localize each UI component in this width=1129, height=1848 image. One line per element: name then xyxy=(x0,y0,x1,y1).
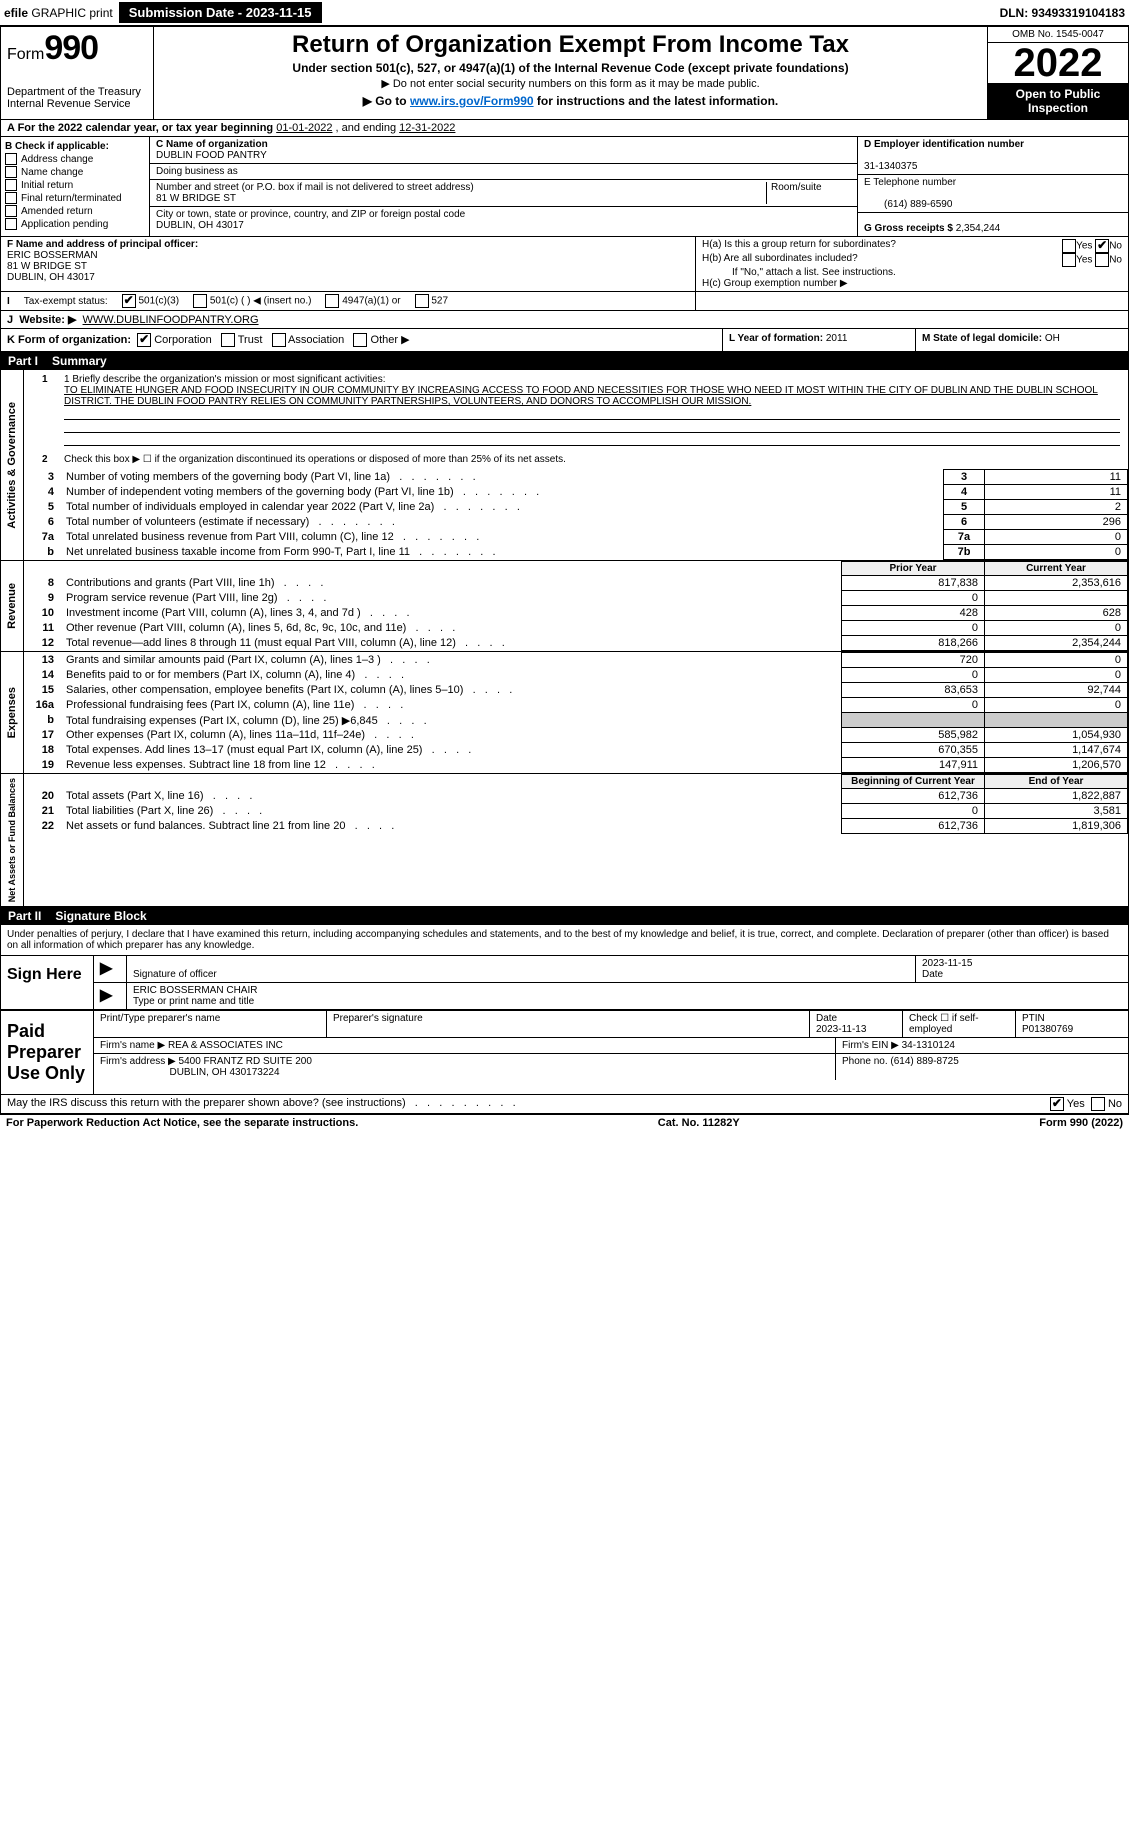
table-ag: 3Number of voting members of the governi… xyxy=(24,469,1128,560)
street-address: 81 W BRIDGE ST xyxy=(156,193,236,204)
city-state-zip: DUBLIN, OH 43017 xyxy=(156,220,244,231)
line-7b: bNet unrelated business taxable income f… xyxy=(24,545,1128,560)
form-title: Return of Organization Exempt From Incom… xyxy=(164,31,977,59)
part1-header: Part I Summary xyxy=(0,352,1129,370)
mission-text: TO ELIMINATE HUNGER AND FOOD INSECURITY … xyxy=(64,385,1098,407)
form-number: Form990 xyxy=(7,29,147,68)
side-label-rev: Revenue xyxy=(4,579,20,633)
form-header: Form990 Department of the Treasury Inter… xyxy=(0,26,1129,120)
penalties-text: Under penalties of perjury, I declare th… xyxy=(0,925,1129,956)
form-link-row: ▶ Go to www.irs.gov/Form990 for instruct… xyxy=(164,94,977,108)
col-b-header: B Check if applicable: xyxy=(5,141,145,152)
table-net: Beginning of Current YearEnd of Year 20T… xyxy=(24,774,1128,834)
cell-org-name: C Name of organization DUBLIN FOOD PANTR… xyxy=(150,137,857,164)
checkbox-initial-return[interactable]: Initial return xyxy=(5,179,145,191)
side-label-exp: Expenses xyxy=(4,683,20,742)
table-rev: Prior YearCurrent Year 8Contributions an… xyxy=(24,561,1128,651)
sign-here-label: Sign Here xyxy=(1,956,94,1009)
checkbox-application-pending[interactable]: Application pending xyxy=(5,218,145,230)
org-name: DUBLIN FOOD PANTRY xyxy=(156,150,267,161)
line-4: 4Number of independent voting members of… xyxy=(24,485,1128,500)
page-footer: For Paperwork Reduction Act Notice, see … xyxy=(0,1114,1129,1131)
cell-phone: E Telephone number (614) 889-6590 xyxy=(858,175,1128,213)
line1-mission: 1 1 Briefly describe the organization's … xyxy=(24,370,1128,450)
cell-gross: G Gross receipts $ 2,354,244 xyxy=(858,213,1128,236)
line-10: 10Investment income (Part VIII, column (… xyxy=(24,606,1128,621)
line-22: 22Net assets or fund balances. Subtract … xyxy=(24,819,1128,834)
line-20: 20Total assets (Part X, line 16) . . . .… xyxy=(24,789,1128,804)
checkbox-amended-return[interactable]: Amended return xyxy=(5,205,145,217)
cell-ein: D Employer identification number 31-1340… xyxy=(858,137,1128,175)
may-irs-row: May the IRS discuss this return with the… xyxy=(0,1095,1129,1114)
line-b: bTotal fundraising expenses (Part IX, co… xyxy=(24,713,1128,728)
table-exp: 13Grants and similar amounts paid (Part … xyxy=(24,652,1128,773)
dln-label: DLN: 93493319104183 xyxy=(1000,6,1125,20)
cell-street: Number and street (or P.O. box if mail i… xyxy=(150,180,857,207)
checkbox-name-change[interactable]: Name change xyxy=(5,166,145,178)
side-label-ag: Activities & Governance xyxy=(4,398,20,533)
checkbox-address-change[interactable]: Address change xyxy=(5,153,145,165)
line-8: 8Contributions and grants (Part VIII, li… xyxy=(24,576,1128,591)
line-21: 21Total liabilities (Part X, line 26) . … xyxy=(24,804,1128,819)
row-k-form-org: K Form of organization: Corporation Trus… xyxy=(1,329,722,351)
line-12: 12Total revenue—add lines 8 through 11 (… xyxy=(24,636,1128,651)
line-13: 13Grants and similar amounts paid (Part … xyxy=(24,653,1128,668)
irs-link[interactable]: www.irs.gov/Form990 xyxy=(410,94,534,108)
paid-preparer-label: Paid Preparer Use Only xyxy=(1,1011,94,1094)
line-11: 11Other revenue (Part VIII, column (A), … xyxy=(24,621,1128,636)
cell-city: City or town, state or province, country… xyxy=(150,207,857,233)
cell-group-return: H(a) Is this a group return for subordin… xyxy=(696,237,1128,291)
website-link[interactable]: WWW.DUBLINFOODPANTRY.ORG xyxy=(83,314,259,326)
top-bar: efile GRAPHIC print Submission Date - 20… xyxy=(0,0,1129,26)
row-m-state: M State of legal domicile: OH xyxy=(915,329,1128,351)
row-a-tax-year: A For the 2022 calendar year, or tax yea… xyxy=(0,120,1129,137)
tax-year: 2022 xyxy=(988,43,1128,83)
line-6: 6Total number of volunteers (estimate if… xyxy=(24,515,1128,530)
form-subtitle: Under section 501(c), 527, or 4947(a)(1)… xyxy=(164,61,977,75)
line-7a: 7aTotal unrelated business revenue from … xyxy=(24,530,1128,545)
form-note-ssn: ▶ Do not enter social security numbers o… xyxy=(164,77,977,90)
ein-value: 31-1340375 xyxy=(864,161,917,172)
line-9: 9Program service revenue (Part VIII, lin… xyxy=(24,591,1128,606)
line-16a: 16aProfessional fundraising fees (Part I… xyxy=(24,698,1128,713)
gross-receipts: 2,354,244 xyxy=(956,223,1001,234)
cell-dba: Doing business as xyxy=(150,164,857,180)
submission-date-button[interactable]: Submission Date - 2023-11-15 xyxy=(119,2,322,23)
row-l-year: L Year of formation: 2011 xyxy=(722,329,915,351)
row-website: J Website: ▶ WWW.DUBLINFOODPANTRY.ORG xyxy=(0,311,1129,329)
line-19: 19Revenue less expenses. Subtract line 1… xyxy=(24,758,1128,773)
cell-officer: F Name and address of principal officer:… xyxy=(1,237,696,291)
row-tax-exempt: I Tax-exempt status: 501(c)(3) 501(c) ( … xyxy=(1,292,696,310)
line-14: 14Benefits paid to or for members (Part … xyxy=(24,668,1128,683)
col-b-checkboxes: B Check if applicable: Address changeNam… xyxy=(1,137,150,236)
phone-value: (614) 889-6590 xyxy=(864,199,952,210)
dept-treasury: Department of the Treasury Internal Reve… xyxy=(7,86,147,110)
checkbox-final-return-terminated[interactable]: Final return/terminated xyxy=(5,192,145,204)
line-15: 15Salaries, other compensation, employee… xyxy=(24,683,1128,698)
efile-label: efile GRAPHIC print xyxy=(4,6,113,20)
open-inspection: Open to Public Inspection xyxy=(988,83,1128,119)
line-18: 18Total expenses. Add lines 13–17 (must … xyxy=(24,743,1128,758)
line2-checkbox: 2 Check this box ▶ ☐ if the organization… xyxy=(24,450,1128,469)
line-17: 17Other expenses (Part IX, column (A), l… xyxy=(24,728,1128,743)
line-5: 5Total number of individuals employed in… xyxy=(24,500,1128,515)
part2-header: Part II Signature Block xyxy=(0,907,1129,925)
row-hc xyxy=(696,292,1128,310)
side-label-net: Net Assets or Fund Balances xyxy=(5,774,19,906)
line-3: 3Number of voting members of the governi… xyxy=(24,470,1128,485)
